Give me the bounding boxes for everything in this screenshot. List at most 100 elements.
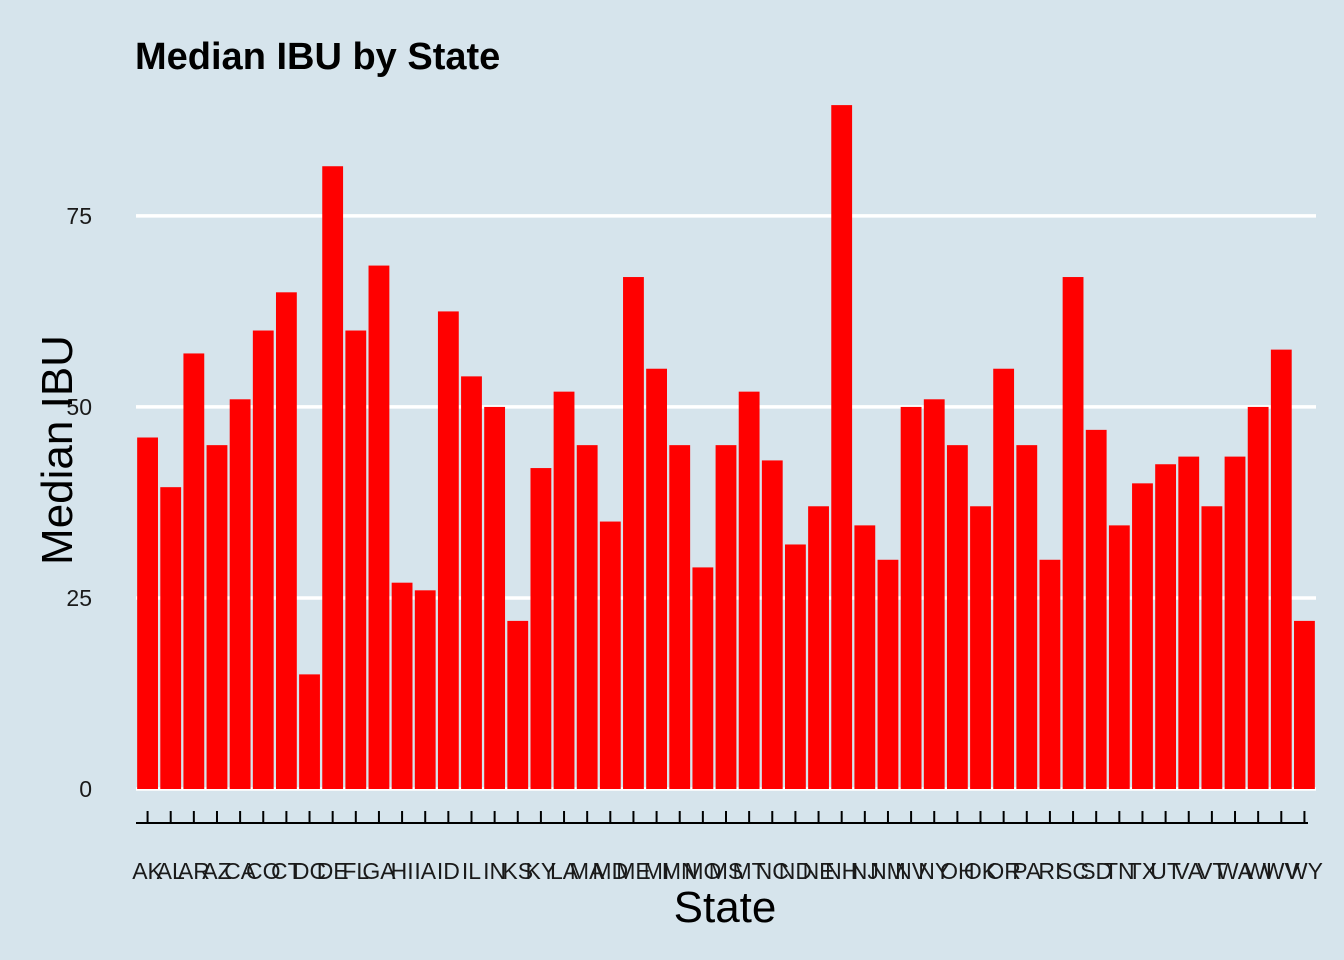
x-tick-label: OR xyxy=(986,858,1021,884)
bar-ne xyxy=(808,506,829,789)
x-tick-label: DC xyxy=(293,858,326,884)
x-tick-label: SD xyxy=(1080,858,1112,884)
bar-ok xyxy=(970,506,991,789)
chart-title: Median IBU by State xyxy=(135,36,500,78)
bar-ks xyxy=(507,620,529,789)
x-tick-label: MO xyxy=(684,858,721,884)
bar-sc xyxy=(1062,277,1084,789)
bar-ga xyxy=(368,265,390,789)
x-tick-label: LA xyxy=(550,858,579,884)
x-tick-label: ID xyxy=(437,858,460,884)
x-tick-label: WA xyxy=(1217,858,1254,884)
bar-id xyxy=(437,311,459,789)
x-tick-label: VA xyxy=(1174,858,1204,884)
bar-de xyxy=(322,166,344,789)
bar-ri xyxy=(1039,559,1061,789)
bar-oh xyxy=(946,445,968,789)
bar-ky xyxy=(530,468,552,789)
x-tick-label: PA xyxy=(1012,858,1042,884)
x-tick-label: NH xyxy=(825,858,858,884)
bar-ak xyxy=(137,437,158,789)
bar-tn xyxy=(1108,525,1130,789)
x-tick-label: CA xyxy=(224,858,257,884)
x-tick-label: TN xyxy=(1104,858,1135,884)
y-tick-label: 50 xyxy=(66,394,92,420)
bar-tx xyxy=(1132,483,1153,789)
x-tick-label: MN xyxy=(662,858,698,884)
bar-in xyxy=(484,406,506,789)
x-tick-label: ND xyxy=(779,858,812,884)
x-tick-label: AZ xyxy=(202,858,231,884)
bar-wi xyxy=(1247,406,1269,789)
bar-mi xyxy=(646,368,667,789)
y-tick-label: 0 xyxy=(79,776,92,802)
bar-ut xyxy=(1155,464,1177,789)
bar-az xyxy=(206,445,228,789)
bar-nh xyxy=(831,105,853,789)
x-tick-label: WI xyxy=(1244,858,1272,884)
x-tick-label: MA xyxy=(570,858,605,884)
x-tick-label: WY xyxy=(1286,858,1323,884)
bar-wa xyxy=(1224,456,1246,789)
x-tick-label: NJ xyxy=(851,858,879,884)
x-tick-label: MS xyxy=(709,858,744,884)
bars xyxy=(137,105,1315,789)
bar-md xyxy=(599,521,621,789)
x-tick-label: GA xyxy=(362,858,396,884)
x-tick-label: KY xyxy=(526,858,557,884)
x-tick-label: ME xyxy=(616,858,651,884)
bar-ny xyxy=(923,399,945,789)
x-tick-label: AK xyxy=(132,858,163,884)
bar-sd xyxy=(1085,429,1107,789)
x-tick-label: SC xyxy=(1057,858,1089,884)
y-axis: 0 25 50 75 xyxy=(66,203,92,802)
x-tick-label: MI xyxy=(644,858,670,884)
x-tick-label: CO xyxy=(246,858,281,884)
bar-al xyxy=(160,487,182,789)
x-tick-label: RI xyxy=(1038,858,1061,884)
bar-fl xyxy=(345,330,367,789)
x-tick-label: WV xyxy=(1263,858,1301,884)
bar-nd xyxy=(785,544,806,789)
bar-mn xyxy=(669,445,691,789)
x-tick-label: CT xyxy=(271,858,302,884)
y-tick-label: 75 xyxy=(66,203,92,229)
x-tick-label: NC xyxy=(756,858,789,884)
x-tick-label: VT xyxy=(1197,858,1226,884)
x-tick-label: OH xyxy=(940,858,975,884)
bar-ms xyxy=(715,445,737,789)
bar-il xyxy=(461,376,482,789)
bar-mo xyxy=(692,567,714,789)
bar-or xyxy=(993,368,1015,789)
x-tick-label: AL xyxy=(157,858,185,884)
bar-ia xyxy=(414,590,436,789)
bar-ct xyxy=(275,292,297,789)
y-tick-label: 25 xyxy=(66,585,92,611)
bar-wy xyxy=(1294,620,1315,789)
bar-ar xyxy=(183,353,205,789)
bar-me xyxy=(623,277,644,789)
y-axis-title: Median IBU xyxy=(33,335,82,565)
bar-wv xyxy=(1270,349,1292,789)
bar-la xyxy=(553,391,575,789)
bar-nc xyxy=(761,460,783,789)
x-tick-label: IN xyxy=(483,858,506,884)
bar-pa xyxy=(1016,445,1038,789)
bar-nm xyxy=(877,559,899,789)
bar-ma xyxy=(576,445,598,789)
x-tick-label: NM xyxy=(870,858,906,884)
x-tick-label: HI xyxy=(391,858,414,884)
x-tick-label: MD xyxy=(592,858,628,884)
bar-mt xyxy=(738,391,760,789)
x-tick-label: UT xyxy=(1150,858,1181,884)
bar-dc xyxy=(299,674,320,789)
x-tick-label: IA xyxy=(414,858,436,884)
x-tick-label: AR xyxy=(178,858,210,884)
bar-vt xyxy=(1201,506,1223,789)
x-tick-label: MT xyxy=(733,858,766,884)
bar-hi xyxy=(391,582,413,789)
bar-nv xyxy=(900,406,922,789)
